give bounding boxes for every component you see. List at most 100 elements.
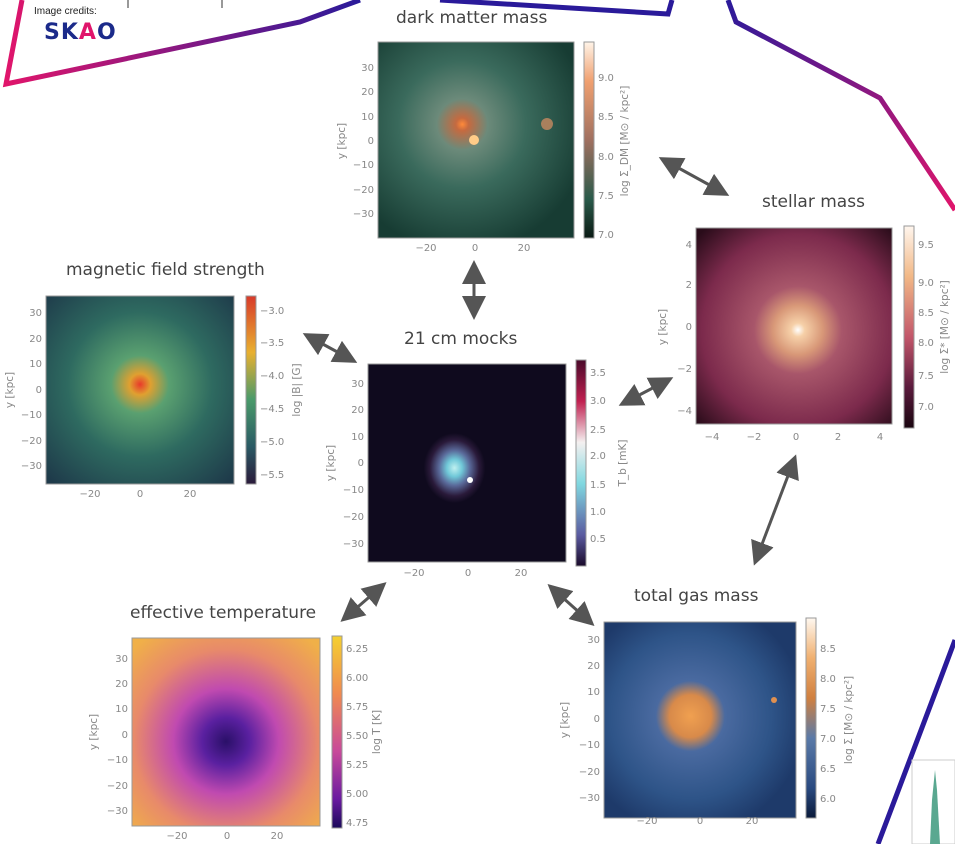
tick: 0	[697, 816, 703, 827]
tick: 20	[746, 816, 759, 827]
gas-yticks: 30 20 10 0 −10 −20 −30	[579, 635, 600, 804]
temp-cbar-ticks: 6.25 6.00 5.75 5.50 5.25 5.00 4.75	[346, 644, 368, 829]
tick: 7.0	[918, 402, 934, 413]
tick: 10	[587, 687, 600, 698]
tick: 8.5	[598, 112, 614, 123]
tick: 3.0	[590, 396, 606, 407]
gas-ylabel: y [kpc]	[559, 702, 571, 738]
tick: 0	[358, 458, 364, 469]
dm-cbar-ticks: 9.0 8.5 8.0 7.5 7.0	[598, 73, 614, 241]
histogram-inset-curve	[930, 770, 940, 844]
mag-colorbar	[245, 295, 257, 485]
tick: 8.5	[820, 644, 836, 655]
panel-dark-matter: y [kpc] 30 20 10 0 −10 −20 −30 −20 0 20 …	[336, 41, 631, 254]
tick: −20	[79, 489, 100, 500]
mag-image	[45, 295, 235, 485]
panel-magnetic-field: y [kpc] 30 20 10 0 −10 −20 −30 −20 0 20 …	[4, 295, 303, 500]
tick: 5.25	[346, 760, 368, 771]
gas-colorbar	[805, 617, 817, 819]
tick: −20	[403, 568, 424, 579]
tick: 30	[351, 379, 364, 390]
tick: −4.0	[260, 371, 284, 382]
tick: 8.0	[820, 674, 836, 685]
tick: 9.0	[598, 73, 614, 84]
temp-cbar-label: log T [K]	[371, 710, 383, 754]
stellar-xticks: −4 −2 0 2 4	[705, 432, 884, 443]
gas-xticks: −20 0 20	[636, 816, 758, 827]
tick: 0	[686, 322, 692, 333]
tick: 5.50	[346, 731, 368, 742]
mag-xticks: −20 0 20	[79, 489, 196, 500]
dm-cbar-label: log Σ_DM [M⊙ / kpc²]	[619, 86, 631, 197]
stellar-cbar-label: log Σ* [M⊙ / kpc²]	[939, 280, 951, 374]
title-21cm-mocks: 21 cm mocks	[404, 329, 518, 349]
tick: −20	[353, 185, 374, 196]
stellar-cbar-ticks: 9.5 9.0 8.5 8.0 7.5 7.0	[918, 240, 934, 413]
tick: 0	[368, 136, 374, 147]
tick: 7.0	[598, 230, 614, 241]
dm-core	[469, 135, 479, 145]
panel-stellar-mass: y [kpc] 4 2 0 −2 −4 −4 −2 0 2 4 9.5 9.0 …	[657, 225, 951, 443]
tick: −20	[166, 831, 187, 842]
tick: 0	[36, 385, 42, 396]
title-magnetic-field-strength: magnetic field strength	[66, 260, 265, 280]
title-stellar-mass: stellar mass	[762, 192, 865, 212]
tick: 20	[29, 334, 42, 345]
tick: 4	[686, 240, 692, 251]
temp-xticks: −20 0 20	[166, 831, 283, 842]
tick: 5.75	[346, 702, 368, 713]
tick: 6.5	[820, 764, 836, 775]
tick: 30	[29, 308, 42, 319]
tick: 20	[115, 679, 128, 690]
tick: −20	[21, 436, 42, 447]
h21-cbar-ticks: 3.5 3.0 2.5 2.0 1.5 1.0 0.5	[590, 368, 606, 545]
tick: 6.0	[820, 794, 836, 805]
tick: 20	[351, 405, 364, 416]
tick: −20	[579, 767, 600, 778]
tick: 4	[877, 432, 883, 443]
tick: −4	[677, 406, 692, 417]
tick: 20	[361, 87, 374, 98]
tick: −30	[353, 209, 374, 220]
tick: −5.5	[260, 470, 284, 481]
tick: 0	[137, 489, 143, 500]
tick: 2.5	[590, 425, 606, 436]
image-credits-label: Image credits:	[34, 6, 97, 17]
tick: 5.00	[346, 789, 368, 800]
mag-cbar-ticks: −3.0 −3.5 −4.0 −4.5 −5.0 −5.5	[260, 306, 284, 481]
h21-yticks: 30 20 10 0 −10 −20 −30	[343, 379, 364, 550]
tick: 7.0	[820, 734, 836, 745]
panel-total-gas-mass: y [kpc] 30 20 10 0 −10 −20 −30 −20 0 20 …	[559, 617, 855, 827]
tick: 9.5	[918, 240, 934, 251]
tick: 2	[686, 280, 692, 291]
h21-disk	[414, 416, 502, 516]
tick: 20	[518, 243, 531, 254]
gas-cbar-ticks: 8.5 8.0 7.5 7.0 6.5 6.0	[820, 644, 836, 805]
gas-cbar-label: log Σ [M⊙ / kpc²]	[843, 676, 855, 764]
gas-companion	[771, 697, 777, 703]
dm-subhalo	[541, 118, 553, 130]
temp-image	[131, 637, 321, 827]
title-effective-temperature: effective temperature	[130, 603, 317, 623]
mag-yticks: 30 20 10 0 −10 −20 −30	[21, 308, 42, 472]
tick: 6.00	[346, 673, 368, 684]
tick: 0	[224, 831, 230, 842]
tick: −30	[107, 806, 128, 817]
h21-colorbar	[575, 359, 587, 567]
dm-yticks: 30 20 10 0 −10 −20 −30	[353, 63, 374, 220]
tick: −30	[21, 461, 42, 472]
tick: −20	[107, 781, 128, 792]
stellar-colorbar	[903, 225, 915, 429]
tick: 10	[29, 359, 42, 370]
tick: 10	[361, 112, 374, 123]
tick: 2	[835, 432, 841, 443]
tick: 30	[115, 654, 128, 665]
temp-colorbar	[331, 635, 343, 829]
tick: 1.5	[590, 480, 606, 491]
dm-colorbar	[583, 41, 595, 239]
tick: 0	[594, 714, 600, 725]
tick: −20	[343, 512, 364, 523]
tick: 20	[515, 568, 528, 579]
tick: 7.5	[820, 704, 836, 715]
